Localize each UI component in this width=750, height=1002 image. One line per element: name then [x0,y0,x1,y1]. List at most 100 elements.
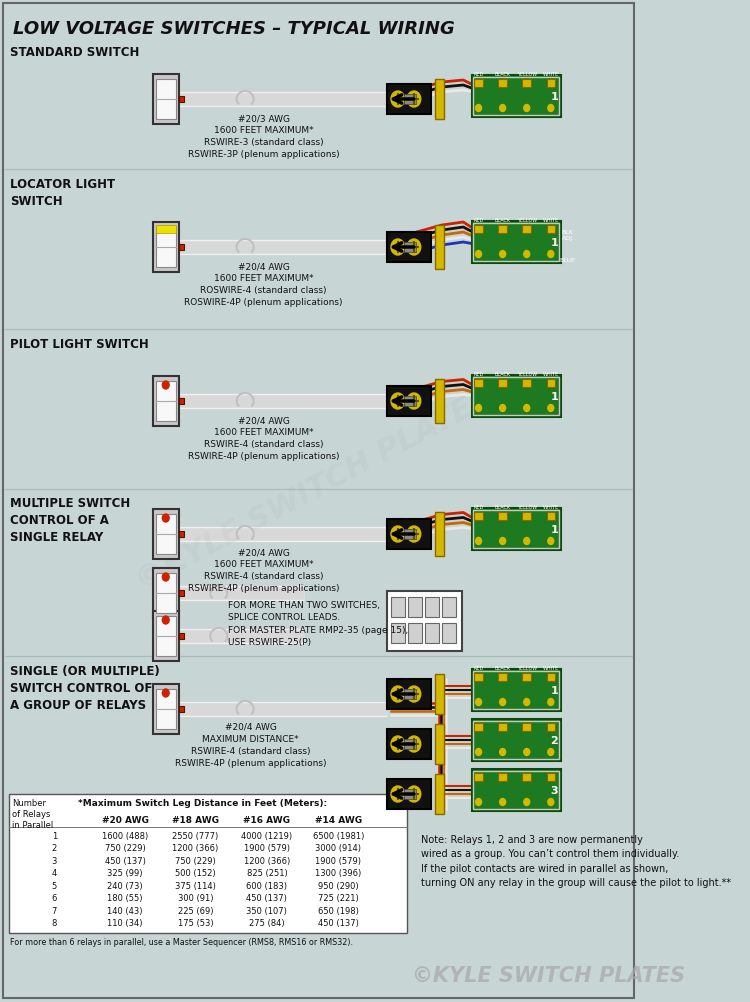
Bar [153,509,178,559]
Text: 325 (99): 325 (99) [107,869,142,878]
Bar [473,78,560,116]
Bar [155,616,176,656]
Text: RED: RED [473,72,484,77]
Text: WHITE: WHITE [543,665,559,670]
Text: #20/3 AWG
1600 FEET MAXIMUM*
RSWIRE-3 (standard class)
RSWIRE-3P (plenum applica: #20/3 AWG 1600 FEET MAXIMUM* RSWIRE-3 (s… [188,114,339,159]
Bar [178,706,184,712]
Bar [404,689,416,699]
Bar [404,397,416,407]
Bar [391,623,404,643]
Circle shape [391,394,404,410]
Circle shape [548,799,554,806]
Bar [473,378,560,416]
Text: RED: RED [473,217,484,222]
Bar [474,512,483,520]
Circle shape [476,405,482,412]
Text: 3: 3 [52,856,57,865]
Text: YELLOW: YELLOW [517,217,537,222]
Bar [425,623,439,643]
Circle shape [476,799,482,806]
Text: 3000 (914): 3000 (914) [315,844,362,853]
Bar [155,80,176,120]
Text: WHITE: WHITE [543,372,559,377]
Circle shape [407,686,421,702]
Bar [473,772,560,810]
Text: #14 AWG: #14 AWG [315,816,362,825]
Text: 180 (55): 180 (55) [107,894,142,903]
Text: 650 (198): 650 (198) [318,906,358,915]
Circle shape [500,405,506,412]
Text: WHITE: WHITE [543,217,559,222]
Text: 350 (107): 350 (107) [247,906,287,915]
Circle shape [524,538,530,545]
Bar [499,673,507,681]
Bar [404,790,416,800]
Text: LOW VOLTAGE SWITCHES – TYPICAL WIRING: LOW VOLTAGE SWITCHES – TYPICAL WIRING [13,20,454,38]
Circle shape [548,105,554,112]
Text: STANDARD SWITCH: STANDARD SWITCH [10,46,140,59]
Bar [472,376,561,418]
Bar [153,75,178,125]
Bar [499,80,507,88]
Text: 1300 (396): 1300 (396) [315,869,362,878]
Text: ©KYLE SWITCH PLATES: ©KYLE SWITCH PLATES [413,965,686,985]
Text: 1: 1 [550,685,558,695]
Bar [435,80,444,120]
Bar [499,774,507,782]
Bar [474,723,483,731]
Text: BLK
ADJ: BLK ADJ [562,229,574,240]
Circle shape [548,748,554,756]
Text: Note: Relays 1, 2 and 3 are now permanently
wired as a group. You can’t control : Note: Relays 1, 2 and 3 are now permanen… [421,835,730,888]
Bar [473,223,560,262]
Bar [523,774,531,782]
Bar [474,225,483,233]
Text: 375 (114): 375 (114) [175,881,216,890]
Circle shape [500,538,506,545]
Text: BLACK: BLACK [494,72,511,77]
Circle shape [524,748,530,756]
Bar [547,80,555,88]
Text: 1200 (366): 1200 (366) [244,856,290,865]
Text: 1900 (579): 1900 (579) [315,856,362,865]
Text: 2: 2 [52,844,57,853]
Text: #20/4 AWG
1600 FEET MAXIMUM*
RSWIRE-4 (standard class)
RSWIRE-4P (plenum applica: #20/4 AWG 1600 FEET MAXIMUM* RSWIRE-4 (s… [188,547,339,593]
Bar [435,674,444,714]
Circle shape [391,787,404,803]
Circle shape [524,799,530,806]
Circle shape [548,698,554,705]
Bar [404,95,416,105]
Bar [391,597,404,617]
Text: PILOT LIGHT SWITCH: PILOT LIGHT SWITCH [10,338,149,351]
Bar [473,510,560,548]
Bar [473,671,560,709]
Text: #20/4 AWG
1600 FEET MAXIMUM*
RSWIRE-4 (standard class)
RSWIRE-4P (plenum applica: #20/4 AWG 1600 FEET MAXIMUM* RSWIRE-4 (s… [188,416,339,461]
Text: 450 (137): 450 (137) [318,919,358,928]
Bar [499,512,507,520]
Circle shape [548,538,554,545]
Circle shape [476,698,482,705]
Text: 175 (53): 175 (53) [178,919,213,928]
Text: BLACK: BLACK [494,217,511,222]
Text: 8: 8 [52,919,57,928]
Circle shape [162,616,170,624]
Text: 2: 2 [550,735,558,745]
Circle shape [162,514,170,522]
Circle shape [391,686,404,702]
Text: #20/4 AWG
MAXIMUM DISTANCE*
RSWIRE-4 (standard class)
RSWIRE-4P (plenum applicat: #20/4 AWG MAXIMUM DISTANCE* RSWIRE-4 (st… [175,722,326,768]
Text: 750 (229): 750 (229) [104,844,146,853]
Bar [408,597,422,617]
Bar [404,529,416,539]
Text: 2550 (777): 2550 (777) [172,832,219,840]
Text: FOR MORE THAN TWO SWITCHES,
SPLICE CONTROL LEADS.: FOR MORE THAN TWO SWITCHES, SPLICE CONTR… [228,600,380,621]
Bar [523,512,531,520]
Bar [178,244,184,250]
Bar [425,597,439,617]
Text: BLUE: BLUE [560,258,576,263]
Text: YELLOW: YELLOW [517,665,537,670]
Bar [474,80,483,88]
Circle shape [524,105,530,112]
Circle shape [407,736,421,753]
Bar [523,673,531,681]
Text: 1: 1 [550,392,558,402]
Text: 600 (183): 600 (183) [247,881,287,890]
